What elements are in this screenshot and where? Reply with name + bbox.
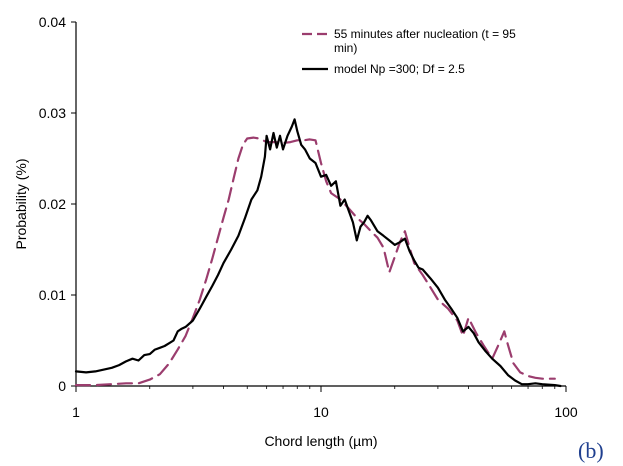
x-tick-label: 10 [313,404,329,420]
series-line-2 [76,119,561,386]
series-layer [76,119,561,386]
y-tick-label: 0.03 [39,105,66,121]
y-tick-label: 0.04 [39,14,66,30]
axes: 0 0.01 0.02 0.03 0.04 1 10 100 Chord length (µm)… [13,14,578,449]
y-tick-label: 0 [58,378,66,394]
y-axis-title: Probability (%) [13,158,29,249]
x-tick-label: 1 [72,404,80,420]
y-tick-label: 0.01 [39,287,66,303]
legend-label-2: model Np =300; Df = 2.5 [334,62,465,76]
legend-label-1: 55 minutes after nucleation (t = 95 [334,27,516,41]
legend-label-1: min) [334,41,357,55]
panel-label: (b) [578,438,604,464]
x-tick-label: 100 [554,404,578,420]
y-tick-label: 0.02 [39,196,66,212]
x-axis-title: Chord length (µm) [264,433,377,449]
